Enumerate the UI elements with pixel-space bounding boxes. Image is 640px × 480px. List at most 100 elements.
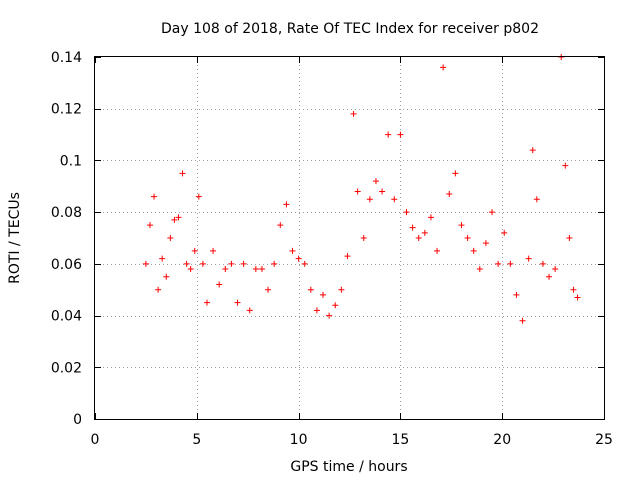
y-axis-title: ROTI / TECUs bbox=[7, 192, 23, 284]
data-point bbox=[566, 235, 573, 241]
data-point bbox=[146, 222, 153, 229]
data-point bbox=[155, 286, 162, 293]
data-point bbox=[234, 299, 241, 306]
data-point bbox=[179, 170, 186, 177]
data-point bbox=[301, 260, 308, 267]
data-point bbox=[210, 247, 217, 254]
data-point bbox=[265, 286, 272, 293]
data-point bbox=[452, 170, 459, 177]
data-point bbox=[258, 266, 265, 273]
data-point bbox=[195, 193, 202, 200]
data-point bbox=[199, 260, 206, 267]
data-point bbox=[427, 214, 434, 221]
data-point bbox=[216, 281, 223, 288]
data-point bbox=[289, 247, 296, 254]
data-point bbox=[167, 235, 174, 241]
data-point bbox=[187, 266, 194, 273]
data-point bbox=[385, 131, 392, 138]
y-tick-label: 0.12 bbox=[51, 102, 82, 118]
data-point bbox=[171, 216, 178, 223]
y-tick-label: 0.06 bbox=[51, 257, 82, 273]
data-point bbox=[482, 240, 489, 247]
y-tick-label: 0.08 bbox=[51, 205, 82, 221]
data-point bbox=[507, 260, 514, 267]
data-point bbox=[403, 209, 410, 216]
data-point bbox=[464, 235, 471, 241]
data-point bbox=[574, 294, 581, 301]
axis-ticks bbox=[95, 57, 605, 420]
data-point bbox=[519, 317, 526, 324]
data-point bbox=[489, 209, 496, 216]
data-point bbox=[372, 178, 379, 185]
grid-lines bbox=[95, 57, 604, 419]
data-point bbox=[495, 260, 502, 267]
data-point bbox=[283, 201, 290, 208]
data-point bbox=[562, 162, 569, 169]
data-point bbox=[434, 247, 441, 254]
data-point bbox=[525, 255, 532, 262]
data-point bbox=[470, 247, 477, 254]
data-point bbox=[570, 286, 577, 293]
data-point bbox=[366, 196, 373, 203]
y-tick-label: 0 bbox=[73, 412, 82, 428]
data-point bbox=[391, 196, 398, 203]
data-point bbox=[163, 273, 170, 280]
x-tick-label: 10 bbox=[290, 432, 308, 448]
data-point bbox=[440, 64, 447, 71]
data-point bbox=[529, 147, 536, 154]
data-point bbox=[397, 131, 404, 138]
x-tick-label: 15 bbox=[391, 432, 409, 448]
data-point bbox=[415, 235, 422, 241]
data-point bbox=[338, 286, 345, 293]
data-point bbox=[458, 222, 465, 229]
data-point bbox=[350, 110, 357, 117]
data-point bbox=[533, 196, 540, 203]
data-point bbox=[183, 260, 190, 267]
x-tick-label: 5 bbox=[192, 432, 201, 448]
y-tick-label: 0.02 bbox=[51, 360, 82, 376]
data-point bbox=[320, 291, 327, 298]
data-point bbox=[191, 247, 198, 254]
y-tick-label: 0.04 bbox=[51, 309, 82, 325]
data-point bbox=[151, 193, 158, 200]
x-axis-title: GPS time / hours bbox=[290, 459, 407, 475]
data-point bbox=[240, 260, 247, 267]
data-point bbox=[409, 224, 416, 231]
data-point bbox=[446, 191, 453, 198]
data-point bbox=[360, 235, 367, 241]
plot-frame bbox=[94, 56, 605, 420]
x-tick-label: 25 bbox=[595, 432, 613, 448]
data-point bbox=[552, 266, 559, 273]
data-point bbox=[379, 188, 386, 195]
data-point bbox=[222, 266, 229, 273]
x-tick-label: 20 bbox=[493, 432, 511, 448]
data-point bbox=[344, 253, 351, 260]
data-point bbox=[246, 307, 253, 314]
chart-title: Day 108 of 2018, Rate Of TEC Index for r… bbox=[161, 21, 539, 37]
data-point bbox=[513, 291, 520, 298]
data-point bbox=[539, 260, 546, 267]
y-tick-label: 0.1 bbox=[60, 153, 82, 169]
data-point bbox=[546, 273, 553, 280]
data-point bbox=[252, 266, 259, 273]
data-point bbox=[354, 188, 361, 195]
data-point bbox=[142, 260, 149, 267]
data-point bbox=[277, 222, 284, 229]
data-point bbox=[159, 255, 166, 262]
x-tick-label: 0 bbox=[91, 432, 100, 448]
data-point bbox=[228, 260, 235, 267]
data-point bbox=[332, 302, 339, 309]
y-tick-labels: 0 0.02 0.04 0.06 0.08 0.1 0.12 0.14 bbox=[51, 50, 82, 428]
data-point bbox=[421, 229, 428, 236]
data-point bbox=[326, 312, 333, 319]
data-point bbox=[501, 229, 508, 236]
y-tick-label: 0.14 bbox=[51, 50, 82, 66]
x-tick-labels: 0 5 10 15 20 25 bbox=[91, 432, 613, 448]
data-point bbox=[295, 255, 302, 262]
data-point bbox=[313, 307, 320, 314]
data-point bbox=[203, 299, 210, 306]
data-points bbox=[142, 54, 581, 324]
data-point bbox=[175, 214, 182, 221]
data-point bbox=[271, 260, 278, 267]
